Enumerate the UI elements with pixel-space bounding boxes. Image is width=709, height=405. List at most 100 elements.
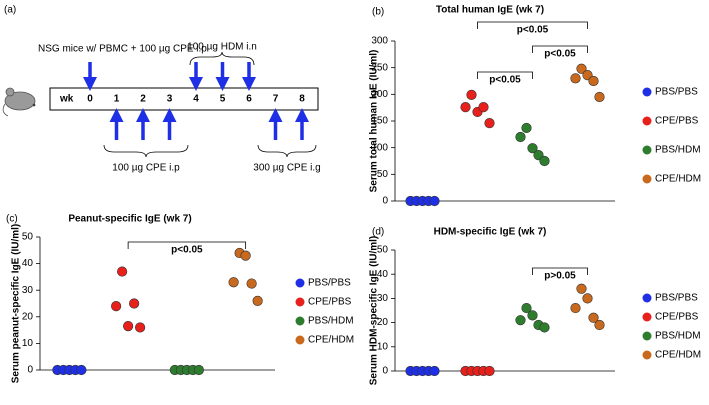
legend-label: PBS/HDM	[655, 145, 701, 156]
mouse-icon	[2, 87, 36, 117]
dot	[193, 364, 204, 376]
significance-bracket	[477, 71, 533, 79]
legend-marker	[295, 278, 305, 288]
legend-label: CPE/PBS	[308, 297, 352, 308]
significance-label: p<0.05	[517, 25, 549, 36]
y-tick-label: 50	[22, 232, 34, 243]
significance-bracket	[477, 21, 588, 29]
week-number: 6	[246, 94, 252, 105]
chart-title: Peanut-specific IgE (wk 7)	[68, 214, 191, 225]
dot	[570, 73, 581, 84]
y-tick-label: 30	[377, 293, 389, 304]
dot	[594, 319, 605, 331]
cpe-ig-note: 300 µg CPE i.g	[253, 163, 320, 174]
chart-title: Total human IgE (wk 7)	[436, 5, 544, 16]
legend-marker	[642, 145, 652, 155]
legend-marker	[642, 350, 652, 360]
legend-label: CPE/PBS	[655, 116, 699, 127]
y-tick-label: 150	[371, 116, 388, 127]
dot	[228, 277, 239, 288]
legend-marker	[642, 174, 652, 184]
y-tick-label: 0	[382, 366, 388, 377]
significance-label: p<0.05	[171, 245, 203, 256]
dot	[460, 102, 471, 113]
dot	[515, 315, 526, 326]
dot	[466, 89, 477, 100]
dot	[539, 322, 550, 333]
week-number: 3	[167, 94, 173, 105]
dot	[484, 365, 495, 377]
dot	[570, 302, 581, 314]
significance-bracket	[532, 267, 588, 275]
legend-marker	[295, 297, 305, 307]
y-axis-label: Serum total human IgE (IU/ml)	[369, 50, 380, 193]
dot	[429, 365, 440, 377]
y-tick-label: 40	[377, 269, 389, 280]
legend-label: CPE/HDM	[655, 350, 701, 361]
y-tick-label: 250	[371, 62, 388, 73]
legend-label: PBS/HDM	[655, 331, 701, 342]
legend-label: PBS/PBS	[655, 87, 698, 98]
legend-label: PBS/PBS	[308, 278, 351, 289]
y-tick-label: 0	[27, 365, 33, 376]
legend-marker	[642, 293, 652, 303]
dot	[582, 293, 593, 304]
dot	[539, 155, 550, 167]
legend-marker	[295, 335, 305, 345]
cpe-ip-brace	[103, 144, 189, 158]
dot	[478, 102, 489, 113]
panel-label: (c)	[6, 214, 18, 225]
dot	[521, 122, 532, 134]
dot	[521, 302, 532, 314]
panel-a: (a) wk NSG mice w/ PBMC + 100 µg CPE i.p…	[2, 5, 321, 174]
legend-marker	[642, 331, 652, 341]
dot	[515, 131, 526, 143]
legend-marker	[295, 316, 305, 326]
week-axis-label: wk	[59, 94, 74, 105]
dot	[135, 322, 146, 333]
chart-panel: (b) Total human IgE (wk 7) Serum total hum…	[369, 5, 701, 207]
panel-label: (d)	[372, 227, 384, 238]
legend-marker	[642, 312, 652, 322]
week-number: 2	[140, 94, 146, 105]
legend-label: CPE/HDM	[655, 174, 701, 185]
significance-label: p>0.05	[544, 271, 576, 282]
y-tick-label: 20	[377, 317, 389, 328]
y-tick-label: 100	[371, 142, 388, 153]
dot	[111, 301, 122, 312]
significance-label: p<0.05	[489, 75, 521, 86]
cpe-ip-note: 100 µg CPE i.p	[112, 163, 180, 174]
dot	[76, 364, 87, 376]
legend-marker	[642, 87, 652, 97]
dot	[129, 298, 140, 309]
pbmc-note: NSG mice w/ PBMC + 100 µg CPE i.p	[38, 44, 207, 55]
y-tick-label: 50	[377, 245, 389, 256]
week-number: 7	[273, 94, 279, 105]
y-tick-label: 20	[22, 311, 34, 322]
week-number: 0	[87, 94, 93, 105]
hdm-note: 100 µg HDM i.n	[187, 42, 257, 53]
y-axis-label: Serum peanut-specific IgE (IU/ml)	[11, 224, 22, 383]
chart-panel: (c) Peanut-specific IgE (wk 7) Serum peanu…	[6, 214, 354, 384]
dot	[576, 283, 587, 294]
legend-label: PBS/HDM	[308, 316, 354, 327]
y-tick-label: 300	[371, 36, 388, 47]
dot	[123, 321, 134, 332]
timeline-box	[49, 87, 319, 111]
y-tick-label: 0	[382, 196, 388, 207]
dot	[429, 195, 440, 207]
week-number: 8	[299, 94, 305, 105]
dot	[252, 295, 263, 306]
dot	[117, 266, 128, 277]
y-tick-label: 40	[22, 258, 34, 269]
cpe-ig-brace	[257, 144, 317, 158]
y-axis-label: Serum HDM-specific IgE (IU/ml)	[369, 236, 380, 385]
chart-panel: (d) HDM-specific IgE (wk 7) Serum HDM-spec…	[369, 227, 701, 386]
legend-label: CPE/HDM	[308, 335, 354, 346]
dot	[484, 118, 495, 129]
dot	[576, 63, 587, 74]
dot	[246, 278, 257, 289]
dot	[240, 250, 251, 261]
dot	[527, 310, 538, 321]
